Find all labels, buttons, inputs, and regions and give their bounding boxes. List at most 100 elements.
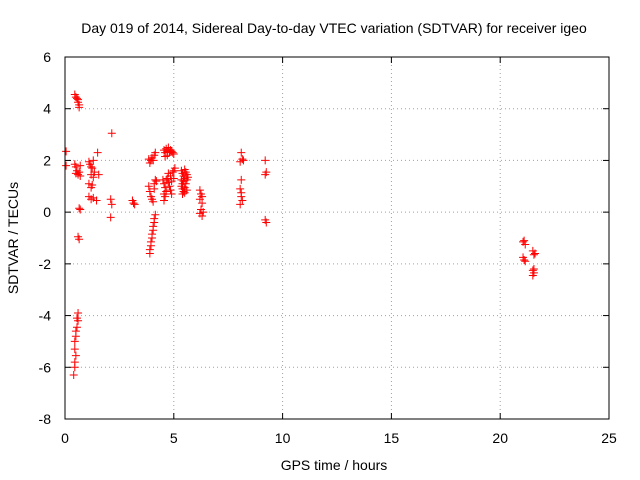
y-tick-label: 4 [43,101,51,117]
data-point [94,170,103,179]
data-point [69,371,78,380]
data-point [72,94,81,103]
data-point [261,156,270,165]
data-point [75,235,84,244]
data-point [520,236,529,245]
data-point [168,148,177,157]
data-point [529,265,538,274]
data-point [92,196,101,205]
data-point [75,103,84,112]
data-point [531,249,540,258]
x-tick-label: 25 [601,430,617,446]
y-tick-label: -2 [39,256,52,272]
data-point [166,186,175,195]
y-tick-label: 6 [43,49,51,65]
data-point [520,255,529,264]
data-point [145,187,154,196]
data-point [106,213,115,222]
data-point [71,332,80,341]
data-point [162,175,171,184]
data-point [70,345,79,354]
y-axis-label: SDTVAR / TECUs [5,182,21,294]
data-point [236,157,245,166]
x-tick-label: 10 [275,430,291,446]
data-point [164,169,173,178]
data-point [74,316,83,325]
data-point [165,182,174,191]
grid-lines [65,57,609,419]
data-point [237,175,246,184]
plot-frame [64,56,610,420]
data-point [169,149,178,158]
data-point [146,156,155,165]
data-point [130,200,139,209]
data-point [151,175,160,184]
data-point [181,179,190,188]
data-point [88,180,97,189]
data-point [199,208,208,217]
data-point [129,199,138,208]
data-point [261,170,270,179]
data-point [62,161,71,170]
data-point [149,222,158,231]
y-tick-label: 0 [43,204,51,220]
data-point [177,175,186,184]
data-point [93,148,102,157]
data-point [150,214,159,223]
data-point [76,161,85,170]
data-point [529,250,538,259]
data-point [70,337,79,346]
data-point [180,165,189,174]
data-point [146,237,155,246]
data-point [144,182,153,191]
x-axis-label: GPS time / hours [281,457,388,473]
data-point [151,148,160,157]
data-point [521,257,530,266]
data-point [107,129,116,138]
data-point [195,186,204,195]
data-point [89,173,98,182]
data-point [237,192,246,201]
x-tick-label: 0 [61,430,69,446]
data-point [74,308,83,317]
data-point [198,212,207,221]
data-point [70,363,79,372]
data-point [62,147,71,156]
data-point [528,271,537,280]
y-tick-label: 2 [43,152,51,168]
y-tick-label: -8 [39,411,52,427]
data-point [161,183,170,192]
data-point [160,190,169,199]
data-point [183,173,192,182]
x-tick-label: 5 [170,430,178,446]
data-point [76,171,85,180]
data-point [149,197,158,206]
data-point [198,199,207,208]
data-point [170,164,179,173]
data-point [148,230,157,239]
data-point [145,245,154,254]
y-tick-label: -4 [39,308,52,324]
data-point [89,156,98,165]
data-point [71,351,80,360]
data-point [236,200,245,209]
data-point [167,190,176,199]
data-point [151,210,160,219]
data-point [521,240,530,249]
data-point [75,204,84,213]
data-point [76,205,85,214]
axis-ticks: 0 5 10 15 20 25 -8 -6 -4 -2 0 2 4 6 [39,49,617,446]
data-point [236,184,245,193]
data-point [72,323,81,332]
chart-title: Day 019 of 2014, Sidereal Day-to-day VTE… [81,20,587,36]
x-tick-label: 20 [492,430,508,446]
data-point [87,162,96,171]
y-tick-label: -6 [39,359,52,375]
data-point [237,148,246,157]
data-point [182,186,191,195]
data-points [62,90,540,380]
data-point [75,168,84,177]
data-point [161,152,170,161]
